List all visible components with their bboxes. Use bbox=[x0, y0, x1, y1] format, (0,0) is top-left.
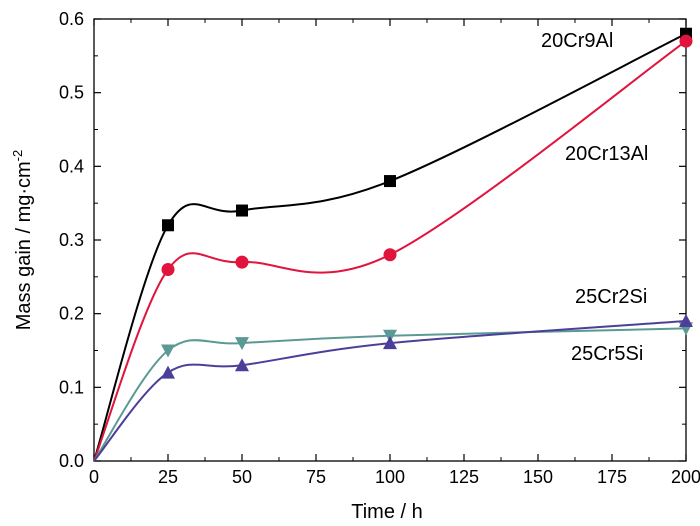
y-tick-label: 0.6 bbox=[59, 9, 84, 29]
series-line bbox=[93, 40, 687, 462]
series-label: 25Cr5Si bbox=[571, 343, 643, 365]
series-25Cr5Si bbox=[93, 314, 693, 462]
data-point bbox=[161, 262, 175, 276]
x-tick-label: 50 bbox=[232, 467, 252, 487]
data-point bbox=[161, 344, 175, 358]
x-axis-title: Time / h bbox=[351, 501, 423, 523]
y-axis-title-main: Mass gain / mg·cm bbox=[13, 161, 35, 330]
ticks-group: 0 25 50 75 100 125 150 175 200 0.0 0.1 0.2 0.3 0.4 0.5… bbox=[59, 9, 700, 487]
x-tick-label: 125 bbox=[449, 467, 479, 487]
y-axis-title: Mass gain / mg·cm-2 bbox=[10, 150, 35, 331]
series-line bbox=[93, 32, 687, 462]
series-label: 20Cr13Al bbox=[565, 143, 648, 165]
data-point bbox=[383, 336, 397, 350]
data-point bbox=[383, 248, 397, 262]
plot-frame-group bbox=[93, 18, 687, 462]
y-tick-label: 0.2 bbox=[59, 304, 84, 324]
x-tick-label: 150 bbox=[523, 467, 553, 487]
data-point bbox=[236, 204, 248, 217]
x-tick-label: 75 bbox=[306, 467, 326, 487]
x-tick-label: 0 bbox=[89, 467, 99, 487]
data-point bbox=[235, 337, 249, 351]
y-tick-label: 0.0 bbox=[59, 451, 84, 471]
x-tick-label: 175 bbox=[597, 467, 627, 487]
data-point bbox=[235, 358, 249, 372]
series-label: 25Cr2Si bbox=[575, 286, 647, 308]
y-tick-label: 0.5 bbox=[59, 83, 84, 103]
data-point bbox=[679, 34, 693, 48]
y-axis-title-superscript: -2 bbox=[10, 150, 25, 162]
y-tick-label: 0.3 bbox=[59, 230, 84, 250]
x-tick-label: 25 bbox=[158, 467, 178, 487]
y-tick-label: 0.1 bbox=[59, 377, 84, 397]
series-group bbox=[93, 27, 693, 462]
x-tick-label: 200 bbox=[671, 467, 700, 487]
series-20Cr9Al bbox=[93, 27, 692, 462]
data-point bbox=[161, 365, 175, 379]
data-point bbox=[162, 219, 174, 232]
series-label: 20Cr9Al bbox=[541, 30, 613, 52]
data-point bbox=[384, 175, 396, 188]
data-point bbox=[679, 314, 693, 328]
series-20Cr13Al bbox=[93, 34, 693, 462]
series-labels-group: 20Cr9Al 20Cr13Al 25Cr2Si 25Cr5Si bbox=[541, 30, 648, 365]
x-tick-label: 100 bbox=[375, 467, 405, 487]
data-point bbox=[235, 255, 249, 269]
series-line bbox=[93, 320, 687, 462]
plot-frame bbox=[93, 18, 687, 462]
y-tick-label: 0.4 bbox=[59, 156, 84, 176]
